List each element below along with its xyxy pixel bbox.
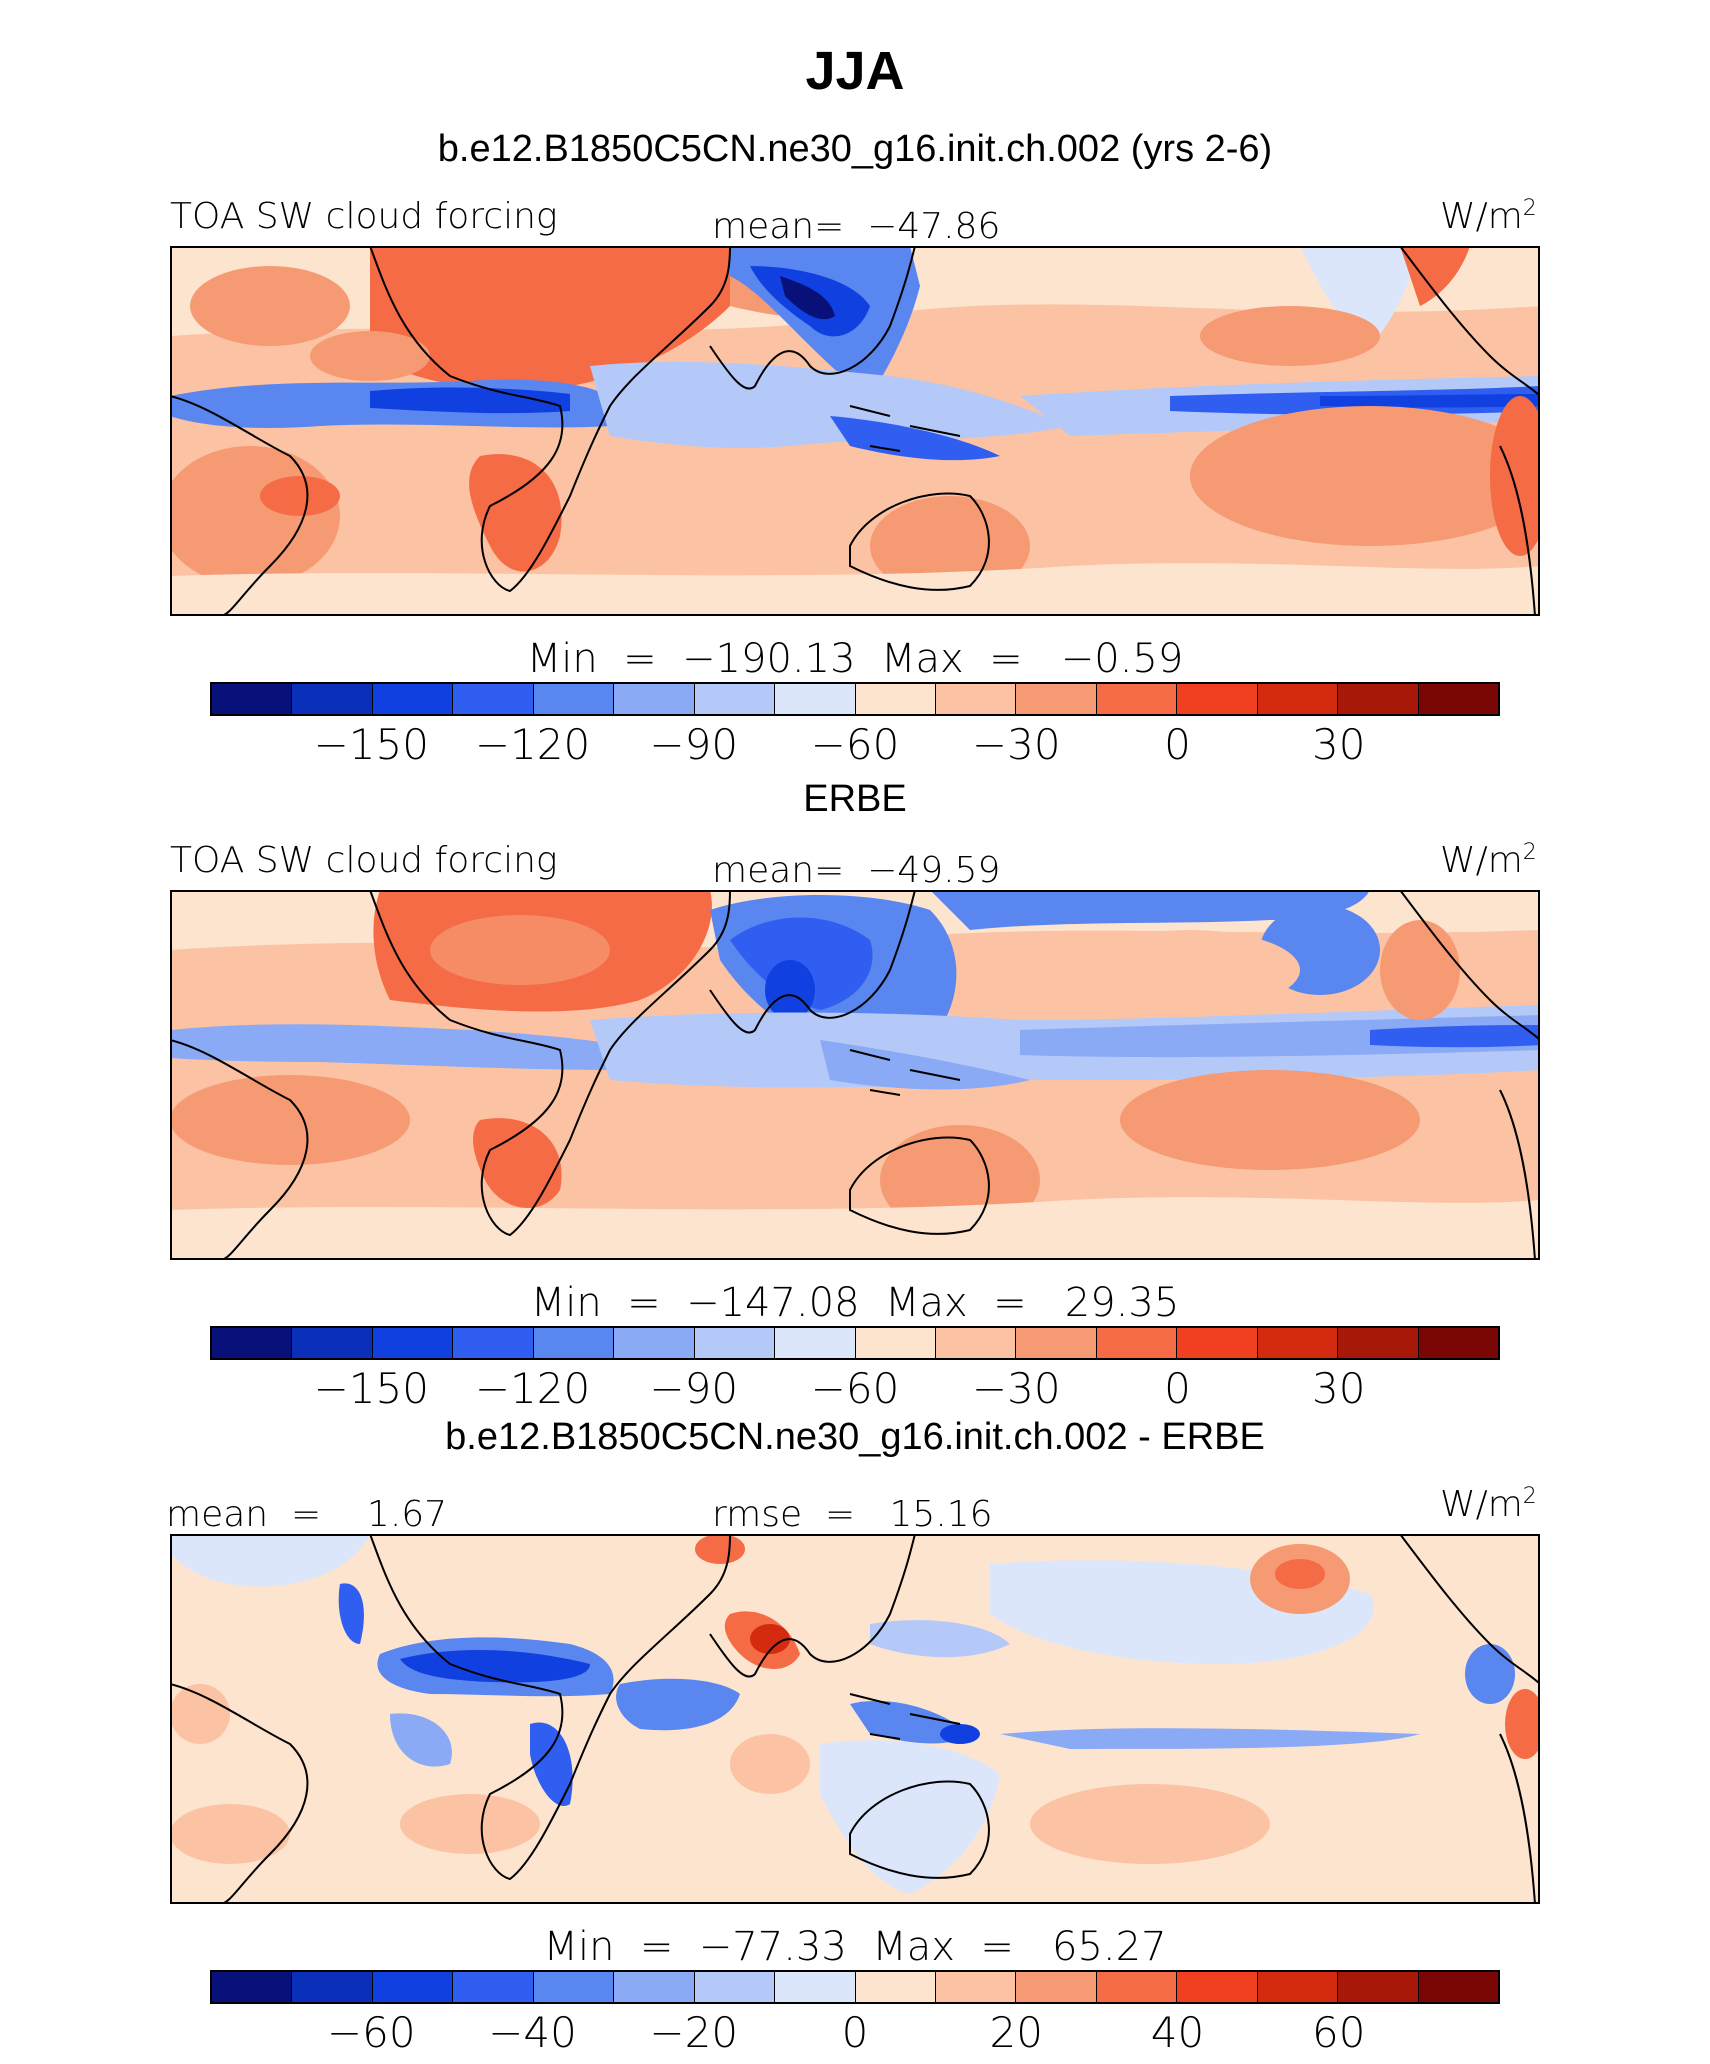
panel-3-contour-map <box>170 1534 1540 1904</box>
colorbar-tick-label: −90 <box>649 720 739 769</box>
colorbar-swatch <box>292 1972 373 2002</box>
panel-1-variable-label: TOA SW cloud forcing <box>170 196 558 237</box>
colorbar-swatch <box>855 1328 936 1358</box>
colorbar-tick-label: −150 <box>313 1364 429 1413</box>
colorbar-swatch <box>533 684 615 714</box>
panel-2-variable-label: TOA SW cloud forcing <box>170 840 558 881</box>
colorbar-swatch <box>1096 1972 1178 2002</box>
colorbar-swatch <box>694 1972 776 2002</box>
colorbar-swatch <box>372 1972 454 2002</box>
panel-1-colorbar <box>210 682 1500 716</box>
colorbar-swatch <box>1418 1328 1498 1358</box>
panel-1-colorbar-ticks: −150 −120 −90 −60 −30 0 30 <box>210 720 1500 770</box>
colorbar-swatch <box>614 684 695 714</box>
colorbar-swatch <box>1257 1972 1339 2002</box>
panel-2-colorbar <box>210 1326 1500 1360</box>
colorbar-tick-label: −60 <box>810 1364 900 1413</box>
panel-2-minmax: Min = −147.08 Max = 29.35 <box>530 1280 1180 1326</box>
colorbar-swatch <box>1016 1328 1097 1358</box>
colorbar-tick-label: −60 <box>326 2008 416 2057</box>
colorbar-tick-label: −30 <box>971 1364 1061 1413</box>
colorbar-swatch <box>372 684 454 714</box>
colorbar-swatch <box>453 1328 534 1358</box>
colorbar-tick-label: −40 <box>488 2008 577 2057</box>
colorbar-swatch <box>614 1972 695 2002</box>
panel-3-rmse-label: rmse = 15.16 <box>712 1494 993 1535</box>
colorbar-swatch <box>775 1328 856 1358</box>
panel-3-map <box>170 1534 1540 1904</box>
colorbar-swatch <box>1418 1972 1498 2002</box>
colorbar-swatch <box>614 1328 695 1358</box>
panel-3-colorbar <box>210 1970 1500 2004</box>
panel-1-map <box>170 246 1540 616</box>
panel-3-colorbar-ticks: −60 −40 −20 0 20 40 60 <box>210 2008 1500 2058</box>
panel-3-units-label: W/m2 <box>1440 1484 1537 1525</box>
colorbar-swatch <box>212 1972 293 2002</box>
colorbar-tick-label: −150 <box>313 720 429 769</box>
colorbar-swatch <box>935 1972 1017 2002</box>
colorbar-swatch <box>855 684 936 714</box>
colorbar-swatch <box>1016 684 1097 714</box>
colorbar-swatch <box>1418 684 1498 714</box>
colorbar-swatch <box>855 1972 936 2002</box>
colorbar-swatch <box>1177 1972 1258 2002</box>
colorbar-swatch <box>292 684 373 714</box>
colorbar-tick-label: 0 <box>841 2008 869 2057</box>
panel-3-minmax: Min = −77.33 Max = 65.27 <box>543 1924 1167 1970</box>
colorbar-swatch <box>1177 1328 1258 1358</box>
colorbar-swatch <box>694 1328 776 1358</box>
colorbar-swatch <box>694 684 776 714</box>
colorbar-tick-label: −120 <box>474 720 591 769</box>
colorbar-swatch <box>533 1972 615 2002</box>
colorbar-swatch <box>1257 1328 1339 1358</box>
colorbar-tick-label: −60 <box>810 720 900 769</box>
panel-2-map <box>170 890 1540 1260</box>
colorbar-tick-label: −90 <box>649 1364 739 1413</box>
panel-3-mean-label: mean = 1.67 <box>166 1494 448 1535</box>
colorbar-tick-label: 20 <box>989 2008 1043 2057</box>
panel-1-title: b.e12.B1850C5CN.ne30_g16.init.ch.002 (yr… <box>437 128 1273 170</box>
colorbar-swatch <box>533 1328 615 1358</box>
colorbar-swatch <box>1096 1328 1178 1358</box>
panel-2-mean-label: mean= −49.59 <box>712 850 1001 891</box>
colorbar-swatch <box>1338 1328 1419 1358</box>
colorbar-swatch <box>1338 684 1419 714</box>
panel-2-contour-map <box>170 890 1540 1260</box>
colorbar-swatch <box>1016 1972 1097 2002</box>
colorbar-swatch <box>1177 684 1258 714</box>
panel-1-mean-label: mean= −47.86 <box>712 206 1001 247</box>
panel-1-units-label: W/m2 <box>1440 196 1537 237</box>
colorbar-swatch <box>935 684 1017 714</box>
panel-1-minmax: Min = −190.13 Max = −0.59 <box>526 636 1184 682</box>
panel-2-colorbar-ticks: −150 −120 −90 −60 −30 0 30 <box>210 1364 1500 1414</box>
colorbar-swatch <box>775 1972 856 2002</box>
colorbar-tick-label: 0 <box>1164 720 1191 769</box>
colorbar-swatch <box>212 1328 293 1358</box>
colorbar-tick-label: 30 <box>1312 1364 1366 1413</box>
panel-3-title: b.e12.B1850C5CN.ne30_g16.init.ch.002 - E… <box>445 1416 1265 1458</box>
figure-title: JJA <box>805 41 905 101</box>
colorbar-swatch <box>453 684 534 714</box>
colorbar-swatch <box>292 1328 373 1358</box>
colorbar-swatch <box>775 684 856 714</box>
panel-2-title: ERBE <box>803 778 907 820</box>
panel-2-units-label: W/m2 <box>1440 840 1537 881</box>
colorbar-tick-label: 60 <box>1312 2008 1366 2057</box>
colorbar-tick-label: −120 <box>474 1364 591 1413</box>
colorbar-tick-label: 0 <box>1164 1364 1191 1413</box>
colorbar-swatch <box>212 684 293 714</box>
colorbar-swatch <box>1257 684 1339 714</box>
colorbar-swatch <box>453 1972 534 2002</box>
colorbar-swatch <box>372 1328 454 1358</box>
colorbar-tick-label: −30 <box>971 720 1061 769</box>
colorbar-tick-label: 40 <box>1150 2008 1205 2057</box>
panel-1-contour-map <box>170 246 1540 616</box>
colorbar-swatch <box>1096 684 1178 714</box>
colorbar-swatch <box>1338 1972 1419 2002</box>
colorbar-tick-label: −20 <box>649 2008 739 2057</box>
colorbar-swatch <box>935 1328 1017 1358</box>
colorbar-tick-label: 30 <box>1312 720 1366 769</box>
